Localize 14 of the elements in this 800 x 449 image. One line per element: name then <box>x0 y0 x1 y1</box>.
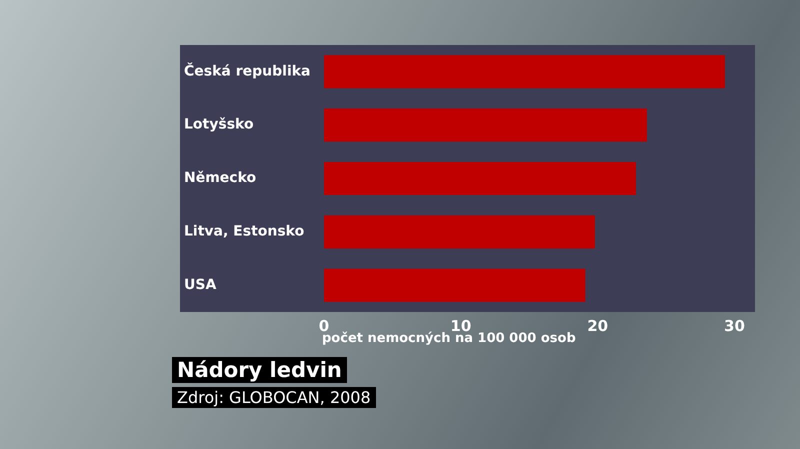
x-tick-label: 20 <box>587 316 608 335</box>
y-tick-label: Česká republika <box>184 62 310 80</box>
x-tick-label: 30 <box>724 316 745 335</box>
bar <box>324 108 647 142</box>
y-tick-label: Litva, Estonsko <box>184 224 305 240</box>
bar <box>324 268 586 302</box>
bar <box>324 55 725 88</box>
y-tick-label: USA <box>184 276 216 293</box>
y-tick-label: Lotyšsko <box>184 116 254 133</box>
text: Nádory ledvin <box>172 357 347 383</box>
bar <box>324 215 595 248</box>
text: Zdroj: GLOBOCAN, 2008 <box>172 387 376 408</box>
y-tick-label: Německo <box>184 170 257 186</box>
bar <box>324 162 636 196</box>
